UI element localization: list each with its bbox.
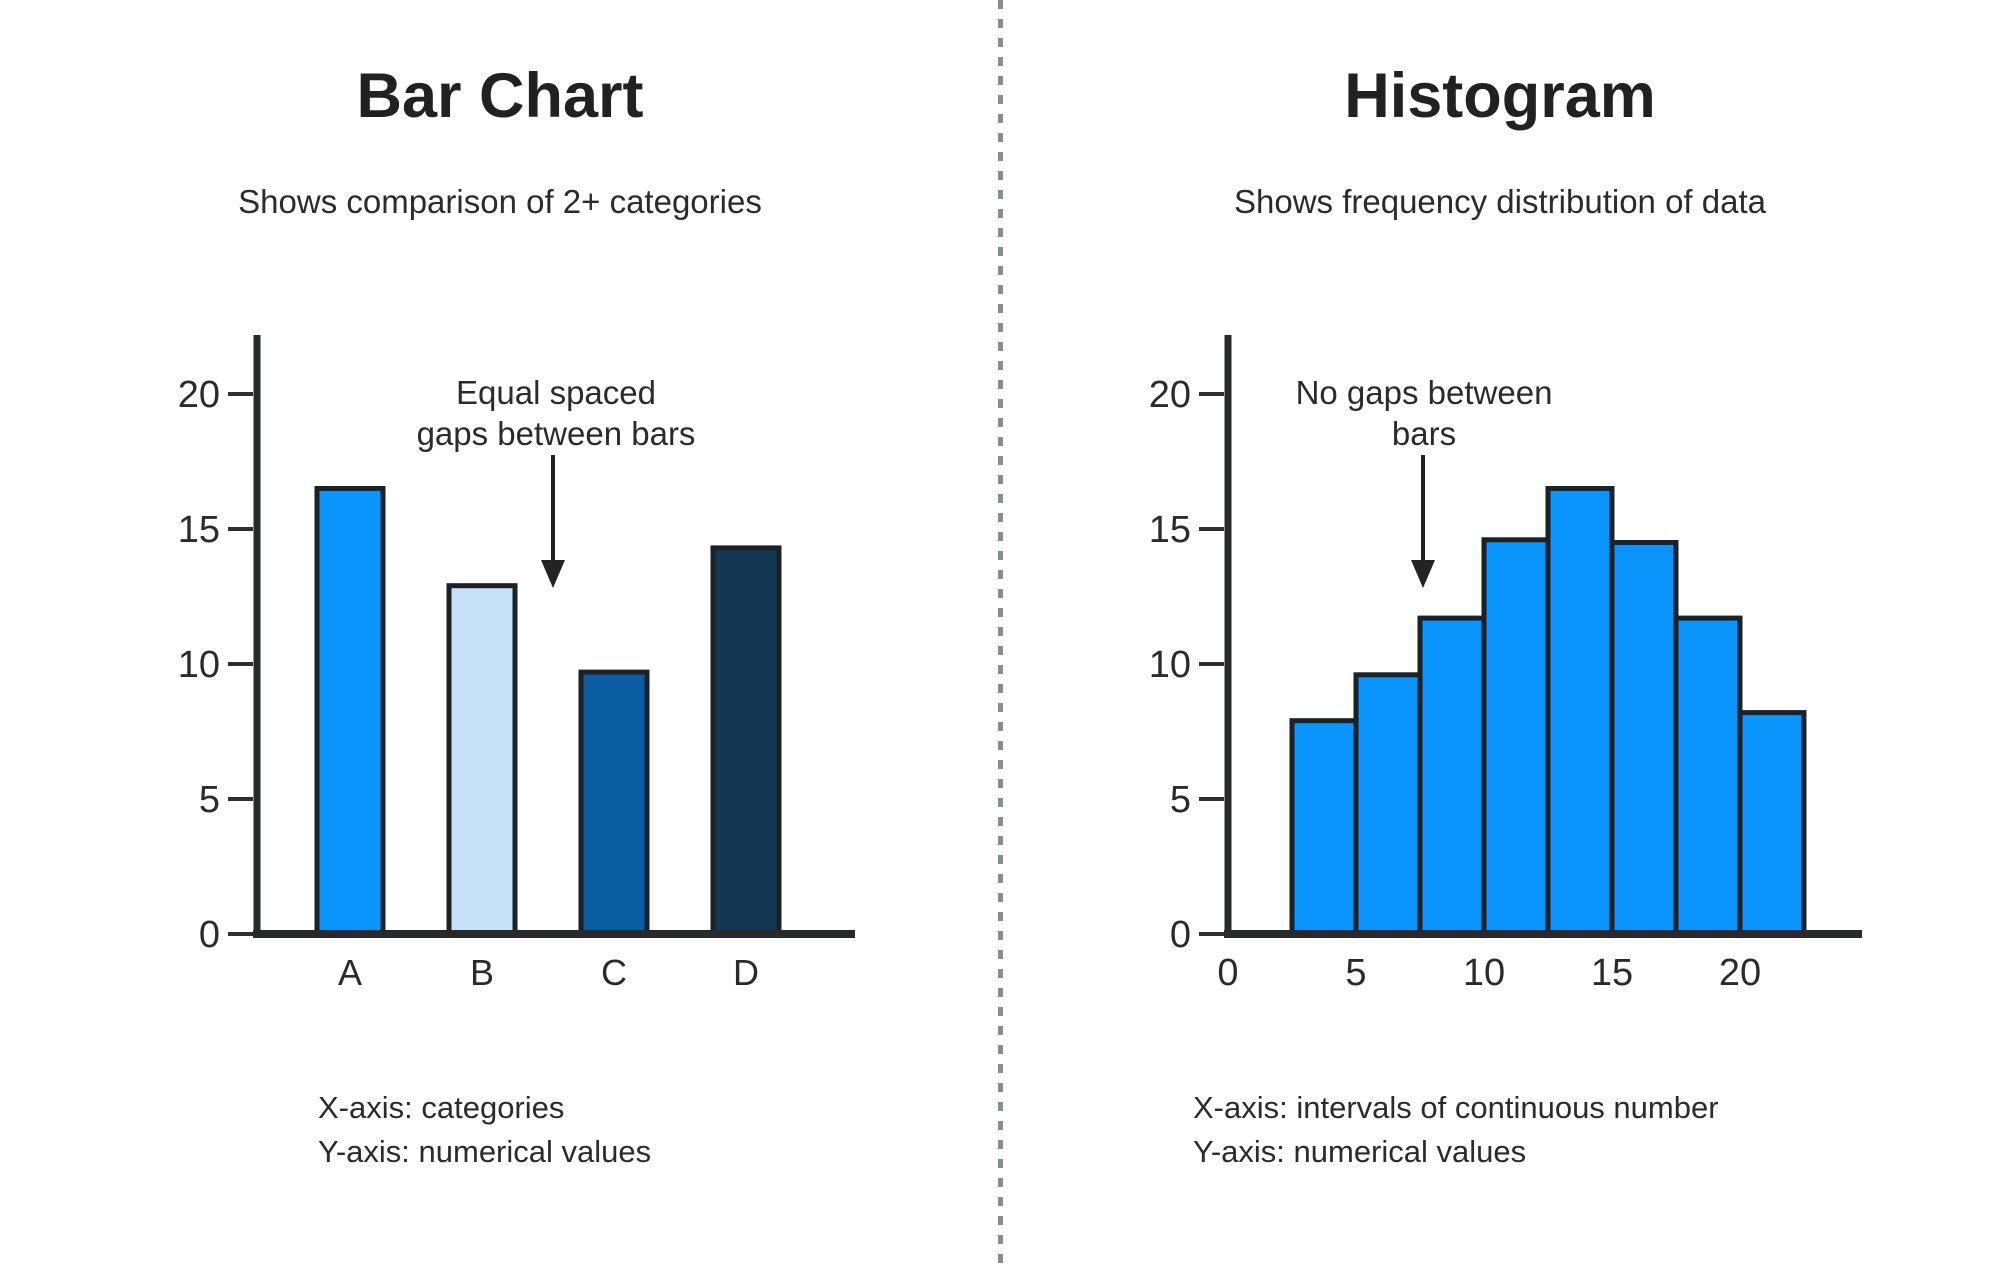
x-tick-label-10: 10 [1463, 952, 1505, 994]
y-tick-0 [228, 932, 253, 936]
y-tick-label-5: 5 [1170, 779, 1191, 821]
y-tick-15 [228, 527, 253, 531]
y-tick-label-0: 0 [1170, 914, 1191, 956]
annotation-arrow-shaft [1421, 455, 1425, 560]
hist-bin-7.5-10 [1417, 615, 1487, 937]
hist-bin-17.5-20 [1673, 615, 1743, 937]
bar-A [314, 486, 386, 937]
hist-bin-15-17.5 [1609, 540, 1679, 937]
histogram-axis-notes: X-axis: intervals of continuous number Y… [1193, 1090, 1719, 1169]
y-tick-label-0: 0 [199, 914, 220, 956]
x-tick-label-20: 20 [1719, 952, 1761, 994]
y-tick-label-10: 10 [178, 644, 220, 686]
x-tick-label-0: 0 [1217, 952, 1238, 994]
histogram-annotation: No gaps between bars [1295, 374, 1553, 452]
y-tick-label-20: 20 [178, 374, 220, 416]
hist-bin-2.5-5 [1289, 718, 1359, 937]
dashed-divider-line [998, 0, 1003, 1272]
annotation-arrow-head [1411, 560, 1435, 588]
y-tick-10 [1199, 662, 1224, 666]
x-tick-label-5: 5 [1345, 952, 1366, 994]
bar-chart-title: Bar Chart [356, 61, 644, 131]
bar-B [446, 583, 518, 937]
hist-bin-10-12.5 [1481, 537, 1551, 937]
y-tick-20 [1199, 392, 1224, 396]
y-tick-label-10: 10 [1149, 644, 1191, 686]
x-category-label-C: C [601, 952, 627, 993]
y-tick-10 [228, 662, 253, 666]
bar-D [710, 545, 782, 937]
x-axis-line [1224, 930, 1862, 938]
histogram-title: Histogram [1344, 61, 1656, 131]
y-tick-20 [228, 392, 253, 396]
y-tick-label-15: 15 [1149, 509, 1191, 551]
bar-chart-subtitle: Shows comparison of 2+ categories [238, 183, 762, 220]
y-tick-15 [1199, 527, 1224, 531]
y-tick-label-15: 15 [178, 509, 220, 551]
x-category-label-B: B [470, 952, 494, 993]
hist-bin-12.5-15 [1545, 486, 1615, 937]
annotation-arrow-head [541, 560, 565, 588]
x-tick-label-15: 15 [1591, 952, 1633, 994]
x-category-label-D: D [733, 952, 759, 993]
bar-chart-annotation: Equal spaced gaps between bars [416, 374, 696, 452]
y-axis-line [253, 335, 261, 938]
y-tick-label-20: 20 [1149, 374, 1191, 416]
y-tick-5 [1199, 797, 1224, 801]
x-axis-line [253, 930, 855, 938]
bar-chart-axis-notes: X-axis: categories Y-axis: numerical val… [318, 1090, 652, 1169]
x-category-label-A: A [338, 952, 362, 993]
y-tick-0 [1199, 932, 1224, 936]
y-tick-5 [228, 797, 253, 801]
bar-chart-plot: 0 5 10 15 20 A B C D [178, 335, 855, 993]
annotation-arrow-shaft [551, 455, 555, 560]
bar-C [578, 669, 650, 937]
y-tick-label-5: 5 [199, 779, 220, 821]
hist-bin-20-22.5 [1737, 710, 1807, 937]
histogram-plot: 0 5 10 15 20 0 5 10 15 20 [1149, 335, 1862, 994]
histogram-subtitle: Shows frequency distribution of data [1234, 183, 1766, 220]
hist-bin-5-7.5 [1353, 672, 1423, 937]
y-axis-line [1224, 335, 1232, 938]
